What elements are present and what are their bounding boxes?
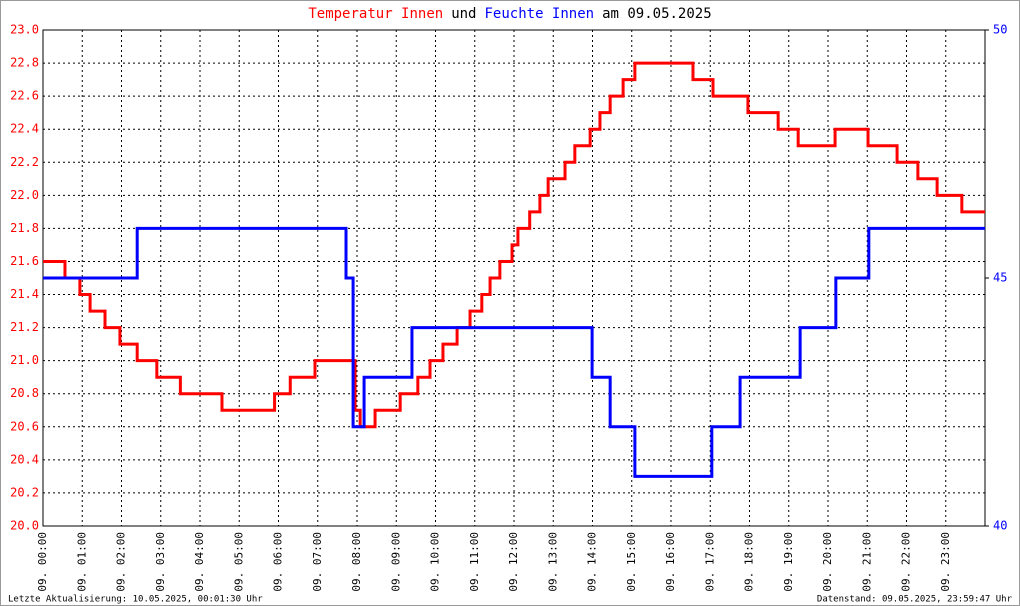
x-tick-label: 09. 18:00: [743, 532, 756, 592]
x-tick-label: 09. 19:00: [782, 532, 795, 592]
x-tick-label: 09. 04:00: [193, 532, 206, 592]
x-tick-label: 09. 02:00: [115, 532, 128, 592]
y-tick-label: 22.2: [10, 155, 39, 169]
data-line: [43, 61, 985, 429]
x-tick-label: 09. 07:00: [311, 532, 324, 592]
x-tick-label: 09. 20:00: [821, 532, 834, 592]
x-tick-label: 09. 11:00: [468, 532, 481, 592]
y2-tick-label: 45: [993, 271, 1007, 285]
title-part: Feuchte Innen: [485, 6, 595, 22]
x-tick-label: 09. 06:00: [272, 532, 285, 592]
x-tick-label: 09. 08:00: [350, 532, 363, 592]
x-tick-label: 09. 05:00: [232, 532, 245, 592]
y-tick-label: 20.6: [10, 419, 39, 433]
y2-tick-label: 40: [993, 519, 1007, 533]
x-tick-label: 09. 09:00: [389, 532, 402, 592]
y-tick-label: 23.0: [10, 23, 39, 37]
x-tick-label: 09. 00:00: [36, 532, 49, 592]
footer-right: Datenstand: 09.05.2025, 23:59:47 Uhr: [817, 595, 1013, 605]
x-tick-label: 09. 22:00: [900, 532, 913, 592]
title-part: am 09.05.2025: [602, 6, 712, 22]
y-tick-label: 21.2: [10, 320, 39, 334]
x-tick-label: 09. 03:00: [154, 532, 167, 592]
title-part: Temperatur Innen: [308, 6, 443, 22]
title-part: und: [451, 6, 476, 22]
x-tick-label: 09. 15:00: [625, 532, 638, 592]
y-tick-label: 22.4: [10, 122, 39, 136]
y-tick-label: 22.8: [10, 56, 39, 70]
x-tick-label: 09. 01:00: [75, 532, 88, 592]
y-tick-label: 20.0: [10, 519, 39, 533]
x-tick-label: 09. 12:00: [507, 532, 520, 592]
x-tick-label: 09. 23:00: [939, 532, 952, 592]
y-tick-label: 21.4: [10, 287, 39, 301]
data-line: [43, 226, 985, 478]
x-tick-label: 09. 21:00: [860, 532, 873, 592]
x-tick-label: 09. 10:00: [429, 532, 442, 592]
y-tick-label: 20.8: [10, 386, 39, 400]
x-tick-label: 09. 16:00: [664, 532, 677, 592]
y-tick-label: 21.0: [10, 353, 39, 367]
y-tick-label: 22.6: [10, 89, 39, 103]
y2-tick-label: 50: [993, 23, 1007, 37]
y-tick-label: 21.6: [10, 254, 39, 268]
x-tick-label: 09. 17:00: [703, 532, 716, 592]
x-tick-label: 09. 13:00: [546, 532, 559, 592]
x-tick-label: 09. 14:00: [586, 532, 599, 592]
y-tick-label: 22.0: [10, 188, 39, 202]
y-tick-label: 20.2: [10, 485, 39, 499]
y-tick-label: 21.8: [10, 221, 39, 235]
chart-title: Temperatur Innen und Feuchte Innen am 09.05…: [308, 6, 711, 22]
footer-left: Letzte Aktualisierung: 10.05.2025, 00:01…: [8, 595, 263, 605]
y-tick-label: 20.4: [10, 452, 39, 466]
